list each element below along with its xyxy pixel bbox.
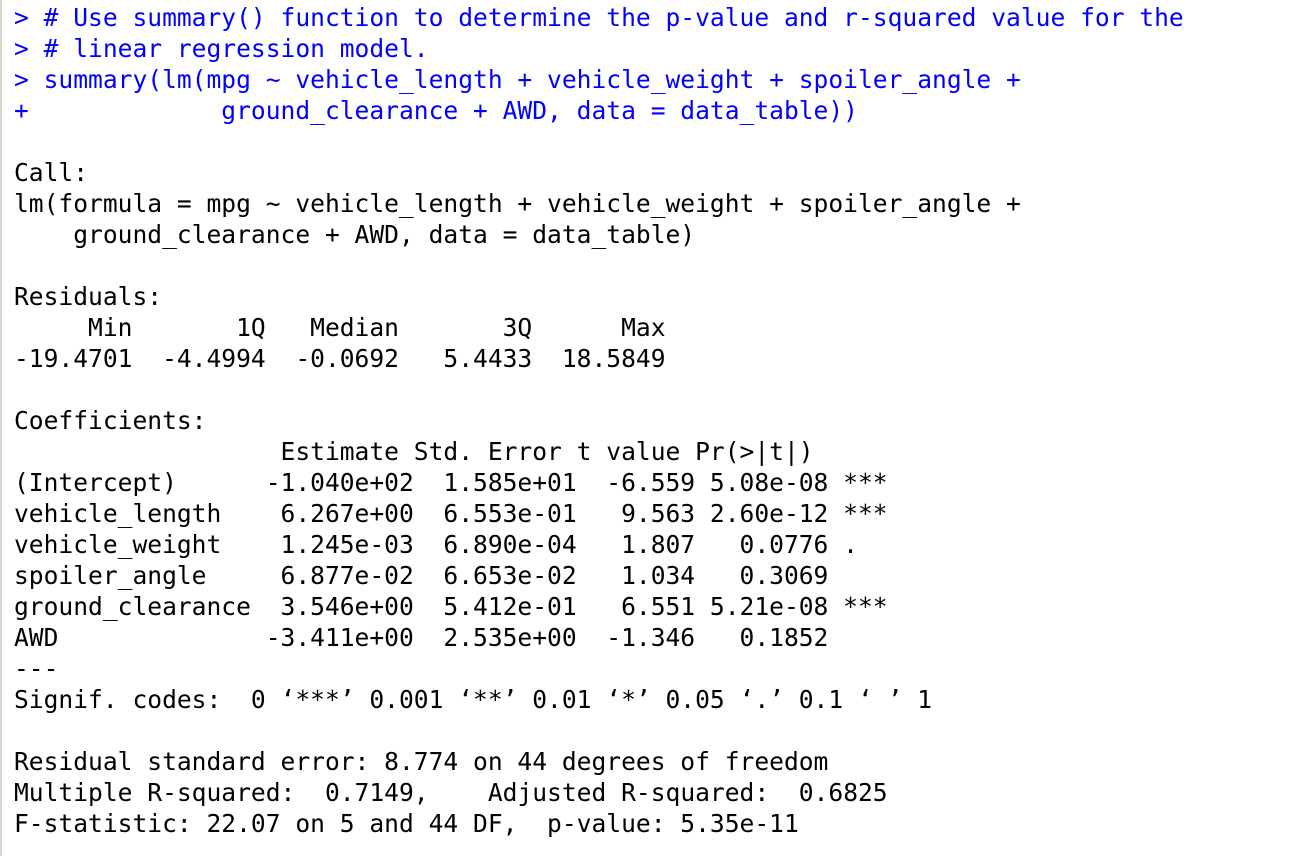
residuals-values-row: -19.4701 -4.4994 -0.0692 5.4433 18.5849 — [14, 344, 681, 373]
console-input-line: > # Use summary() function to determine … — [14, 3, 1184, 32]
r-squared-line: Multiple R-squared: 0.7149, Adjusted R-s… — [14, 778, 903, 807]
console-input-line: > # linear regression model. — [14, 34, 429, 63]
residuals-header-row: Min 1Q Median 3Q Max — [14, 313, 681, 342]
coefficients-heading: Coefficients: — [14, 406, 207, 435]
call-formula-line: lm(formula = mpg ~ vehicle_length + vehi… — [14, 189, 1021, 218]
residual-std-error-line: Residual standard error: 8.774 on 44 deg… — [14, 747, 829, 776]
call-heading: Call: — [14, 158, 89, 187]
console-blank-line — [14, 126, 1310, 157]
call-formula-line: ground_clearance + AWD, data = data_tabl… — [14, 220, 696, 249]
separator-line: --- — [14, 654, 59, 683]
coefficient-row: ground_clearance 3.546e+00 5.412e-01 6.5… — [14, 592, 888, 621]
residuals-heading: Residuals: — [14, 282, 163, 311]
coefficients-header-row: Estimate Std. Error t value Pr(>|t|) — [14, 437, 873, 466]
console-blank-line — [14, 715, 1310, 746]
f-statistic-line: F-statistic: 22.07 on 5 and 44 DF, p-val… — [14, 809, 799, 838]
console-blank-line — [14, 374, 1310, 405]
coefficient-row: spoiler_angle 6.877e-02 6.653e-02 1.034 … — [14, 561, 888, 590]
console-blank-line — [14, 250, 1310, 281]
coefficient-row: vehicle_length 6.267e+00 6.553e-01 9.563… — [14, 499, 888, 528]
signif-codes-line: Signif. codes: 0 ‘***’ 0.001 ‘**’ 0.01 ‘… — [14, 685, 933, 714]
console-input-line: + ground_clearance + AWD, data = data_ta… — [14, 96, 858, 125]
console-output: > # Use summary() function to determine … — [14, 2, 1310, 839]
console-input-line: > summary(lm(mpg ~ vehicle_length + vehi… — [14, 65, 1021, 94]
coefficient-row: (Intercept) -1.040e+02 1.585e+01 -6.559 … — [14, 468, 888, 497]
coefficient-row: vehicle_weight 1.245e-03 6.890e-04 1.807… — [14, 530, 888, 559]
coefficient-row: AWD -3.411e+00 2.535e+00 -1.346 0.1852 — [14, 623, 888, 652]
